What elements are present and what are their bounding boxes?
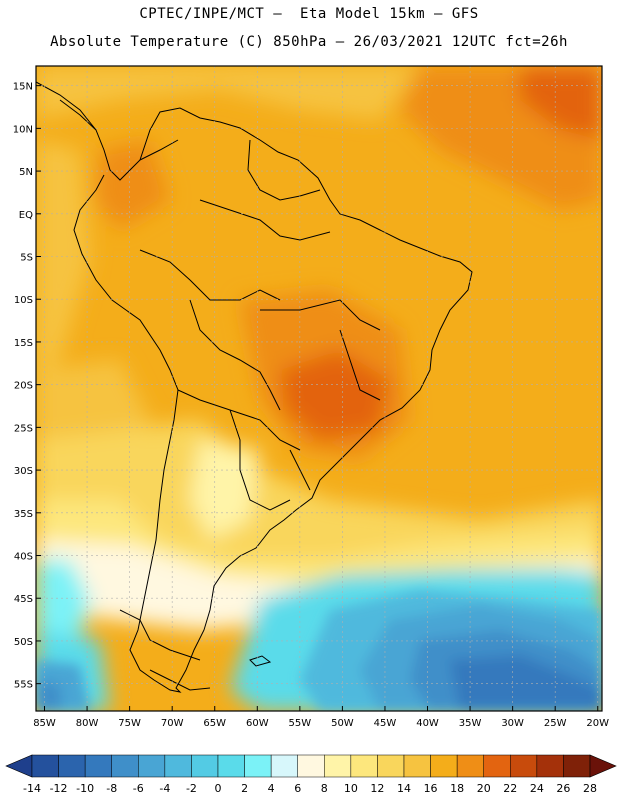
colorbar-segment bbox=[403, 754, 431, 778]
colorbar-arrow-left bbox=[5, 754, 33, 778]
colorbar-segment bbox=[217, 754, 245, 778]
colorbar-label: 14 bbox=[397, 782, 411, 795]
colorbar-segment bbox=[483, 754, 511, 778]
lon-label: 20W bbox=[586, 718, 609, 729]
colorbar-segment bbox=[456, 754, 484, 778]
colorbar-segment bbox=[270, 754, 298, 778]
colorbar-label: 0 bbox=[215, 782, 222, 795]
lat-label: 25S bbox=[14, 423, 33, 434]
temperature-field bbox=[36, 66, 602, 711]
colorbar-label: 4 bbox=[268, 782, 275, 795]
colorbar-segment bbox=[111, 754, 139, 778]
colorbar-segment bbox=[324, 754, 352, 778]
colorbar-segment bbox=[350, 754, 378, 778]
lat-label: 55S bbox=[14, 680, 33, 691]
lon-label: 40W bbox=[416, 718, 439, 729]
longitude-labels: 85W 80W 75W 70W 65W 60W 55W 50W 45W 40W 35W 30W 25W 2… bbox=[33, 706, 609, 729]
colorbar-label: -12 bbox=[50, 782, 68, 795]
lat-label: 30S bbox=[14, 466, 33, 477]
lon-label: 45W bbox=[374, 718, 397, 729]
colorbar-label: 24 bbox=[530, 782, 544, 795]
colorbar-label: 18 bbox=[450, 782, 464, 795]
colorbar bbox=[5, 754, 617, 778]
lat-label: 15N bbox=[13, 82, 33, 93]
lat-label: 50S bbox=[14, 637, 33, 648]
colorbar-segment bbox=[536, 754, 564, 778]
colorbar-segment bbox=[510, 754, 538, 778]
colorbar-segment bbox=[84, 754, 112, 778]
colorbar-segment bbox=[164, 754, 192, 778]
colorbar-label: 8 bbox=[321, 782, 328, 795]
colorbar-segment bbox=[244, 754, 272, 778]
lon-label: 50W bbox=[331, 718, 354, 729]
colorbar-label: 28 bbox=[583, 782, 597, 795]
colorbar-label: 22 bbox=[503, 782, 517, 795]
chart-title-line-1: CPTEC/INPE/MCT – Eta Model 15km – GFS bbox=[139, 6, 479, 22]
lat-label: 5N bbox=[19, 167, 33, 178]
graticule bbox=[36, 66, 602, 711]
lat-label: EQ bbox=[19, 210, 33, 221]
colorbar-label: 20 bbox=[477, 782, 491, 795]
colorbar-label: -14 bbox=[23, 782, 41, 795]
colorbar-segment bbox=[138, 754, 166, 778]
colorbar-label: 6 bbox=[294, 782, 301, 795]
colorbar-segment bbox=[430, 754, 458, 778]
lat-label: 10N bbox=[13, 124, 33, 135]
lon-label: 60W bbox=[246, 718, 269, 729]
map-frame bbox=[35, 65, 603, 712]
colorbar-label: -8 bbox=[106, 782, 117, 795]
colorbar-label: 16 bbox=[424, 782, 438, 795]
colorbar-segment bbox=[58, 754, 86, 778]
colorbar-label: -2 bbox=[186, 782, 197, 795]
lon-label: 85W bbox=[33, 718, 56, 729]
lon-label: 65W bbox=[203, 718, 226, 729]
lon-label: 25W bbox=[544, 718, 567, 729]
colorbar-segment bbox=[563, 754, 591, 778]
latitude-labels: 15N 10N 5N EQ 5S 10S 15S 20S 25S 30S 35S 40S 45S 50S 5… bbox=[13, 82, 41, 691]
colorbar-segment bbox=[191, 754, 219, 778]
colorbar-label: 12 bbox=[370, 782, 384, 795]
colorbar-label: 10 bbox=[344, 782, 358, 795]
lat-label: 5S bbox=[20, 253, 33, 264]
lon-label: 70W bbox=[161, 718, 184, 729]
coastlines bbox=[36, 81, 473, 693]
colorbar-segment bbox=[31, 754, 59, 778]
colorbar-label: -6 bbox=[133, 782, 144, 795]
lon-label: 80W bbox=[76, 718, 99, 729]
colorbar-labels: -14 -12 -10 -8 -6 -4 -2 0 2 4 6 8 10 12 14 16 18 20 22 24 26… bbox=[23, 782, 597, 795]
colorbar-segment bbox=[377, 754, 405, 778]
colorbar-segment bbox=[297, 754, 325, 778]
lon-label: 35W bbox=[459, 718, 482, 729]
lat-label: 20S bbox=[14, 381, 33, 392]
colorbar-label: -4 bbox=[159, 782, 170, 795]
colorbar-label: 2 bbox=[241, 782, 248, 795]
lon-label: 30W bbox=[501, 718, 524, 729]
lat-label: 35S bbox=[14, 509, 33, 520]
colorbar-arrow-right bbox=[589, 754, 617, 778]
lon-label: 75W bbox=[118, 718, 141, 729]
colorbar-label: -10 bbox=[76, 782, 94, 795]
lon-label: 55W bbox=[289, 718, 312, 729]
lat-label: 10S bbox=[14, 295, 33, 306]
lat-label: 45S bbox=[14, 594, 33, 605]
colorbar-label: 26 bbox=[556, 782, 570, 795]
chart-title-line-2: Absolute Temperature (C) 850hPa – 26/03/… bbox=[50, 34, 568, 50]
lat-label: 40S bbox=[14, 552, 33, 563]
lat-label: 15S bbox=[14, 338, 33, 349]
